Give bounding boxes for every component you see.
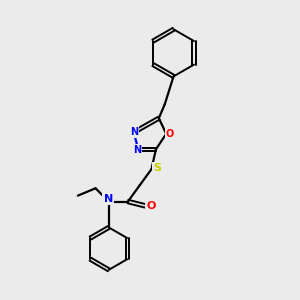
Text: N: N xyxy=(130,127,138,137)
Text: N: N xyxy=(133,145,141,155)
Text: O: O xyxy=(146,201,156,211)
Text: S: S xyxy=(153,163,161,173)
Text: O: O xyxy=(166,129,174,139)
Text: N: N xyxy=(103,194,113,204)
